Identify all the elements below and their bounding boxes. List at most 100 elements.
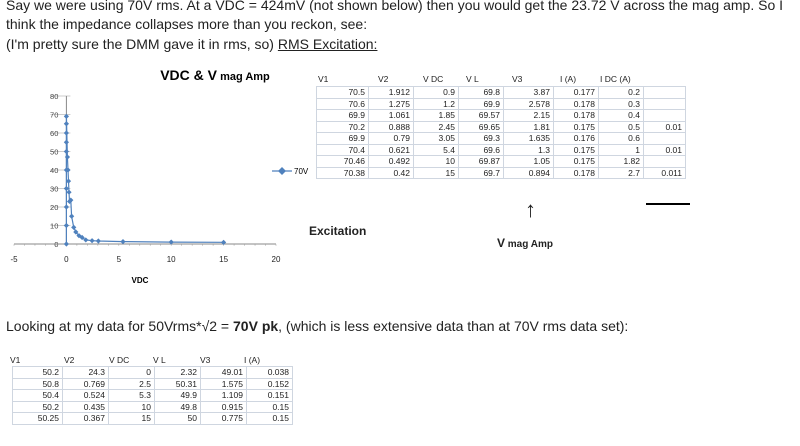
intro-line-3: (I'm pretty sure the DMM gave it in rms,… — [6, 36, 377, 53]
para2-bold: 70V pk — [233, 318, 279, 334]
table1-cell: 1.3 — [503, 143, 554, 156]
table2-cell: 0.915 — [200, 400, 247, 413]
table1-cell: 70.38 — [316, 166, 369, 179]
table1-cell — [643, 155, 686, 168]
data-point — [221, 239, 227, 245]
table1-cell: 1.82 — [598, 155, 644, 168]
y-tick-label: 60 — [50, 129, 58, 138]
pk-data-table: 50.2 24.3 0 2.32 49.01 0.038 50.8 0.769 2.5 50.31… — [12, 366, 293, 425]
y-tick-label: 50 — [50, 148, 58, 157]
x-tick-label: 10 — [167, 255, 176, 264]
table1-cell — [643, 109, 686, 122]
table1-cell: 0.175 — [553, 155, 599, 168]
table2-header-v3: V3 — [200, 355, 211, 365]
x-tick-labels: -5 0 5 10 15 20 — [10, 255, 281, 264]
table1-cell: 5.4 — [413, 143, 459, 156]
table1-cell: 1.85 — [413, 109, 459, 122]
table2-cell: 0.152 — [246, 377, 293, 390]
table1-row: 69.9 0.79 3.05 69.3 1.635 0.176 0.6 — [316, 132, 686, 145]
x-tick-label: 15 — [219, 255, 228, 264]
table1-header-v2: V2 — [378, 74, 389, 84]
table1-cell: 2.7 — [598, 166, 644, 179]
table1-cell: 70.5 — [316, 86, 369, 99]
table2-cell: 2.32 — [154, 366, 201, 379]
table1-cell: 0.3 — [598, 97, 644, 110]
para2-prefix: Looking at my data for 50Vrms*√2 = — [6, 318, 234, 334]
underline-mark — [646, 203, 690, 205]
vdc-vmag-chart: VDC & V mag Amp 0 10 20 30 40 50 60 70 80 -5 0 5 10… — [10, 67, 309, 285]
table1-cell: 1.275 — [368, 97, 414, 110]
table2-row: 50.4 0.524 5.3 49.9 1.109 0.151 — [12, 389, 293, 402]
table1-cell: 15 — [413, 166, 459, 179]
table2-cell: 49.9 — [154, 389, 201, 402]
y-tick-label: 40 — [50, 166, 58, 175]
table1-cell: 0.175 — [553, 120, 599, 133]
chart-title-main: VDC & V — [160, 67, 217, 83]
table1-cell: 1.912 — [368, 86, 414, 99]
table1-header-idc: I DC (A) — [600, 74, 631, 84]
table2-cell: 0.435 — [62, 400, 109, 413]
table2-header-vl: V L — [153, 355, 166, 365]
table2-header-i: I (A) — [244, 355, 261, 365]
x-tick-label: -5 — [10, 255, 18, 264]
series-70v — [63, 113, 227, 247]
table2-cell: 50.25 — [12, 412, 63, 425]
x-tick-label: 0 — [64, 255, 69, 264]
data-point — [168, 239, 174, 245]
table1-cell: 1.061 — [368, 109, 414, 122]
table1-cell: 0.178 — [553, 109, 599, 122]
para2: Looking at my data for 50Vrms*√2 = 70V p… — [6, 318, 628, 335]
table1-cell: 0.175 — [553, 143, 599, 156]
table2-cell: 50.2 — [12, 366, 63, 379]
table1-header-v3: V3 — [512, 74, 523, 84]
table1-cell: 69.57 — [458, 109, 504, 122]
table1-cell: 0.42 — [368, 166, 414, 179]
table2-cell: 0.151 — [246, 389, 293, 402]
table1-cell — [643, 86, 686, 99]
table2-row: 50.2 24.3 0 2.32 49.01 0.038 — [12, 366, 293, 379]
rms-excitation-link[interactable]: RMS Excitation: — [277, 36, 378, 52]
x-tick-label: 5 — [117, 255, 122, 264]
table1-cell: 70.46 — [316, 155, 369, 168]
table1-cell: 0.492 — [368, 155, 414, 168]
table1-cell: 0.176 — [553, 132, 599, 145]
data-point — [95, 238, 101, 244]
table1-row: 70.6 1.275 1.2 69.9 2.578 0.178 0.3 — [316, 97, 686, 110]
series-line — [65, 116, 224, 244]
table1-header-vdc: V DC — [423, 74, 444, 84]
data-point — [63, 241, 69, 247]
table2-cell: 5.3 — [108, 389, 155, 402]
table1-cell: 69.8 — [458, 86, 504, 99]
up-arrow-icon: ↑ — [525, 197, 536, 222]
table1-row: 69.9 1.061 1.85 69.57 2.15 0.178 0.4 — [316, 109, 686, 122]
data-point — [63, 139, 69, 145]
vmag-annotation: V mag Amp — [497, 236, 553, 250]
data-point — [63, 121, 69, 127]
table2-cell: 10 — [108, 400, 155, 413]
table2-cell: 0 — [108, 366, 155, 379]
table1-cell: 70.6 — [316, 97, 369, 110]
chart-title: VDC & V mag Amp — [160, 67, 270, 83]
table2-cell: 0.15 — [246, 400, 293, 413]
table1-cell: 69.6 — [458, 143, 504, 156]
table1-cell: 0.888 — [368, 120, 414, 133]
data-point — [89, 238, 95, 244]
table1-cell: 2.578 — [503, 97, 554, 110]
table1-cell: 69.3 — [458, 132, 504, 145]
table1-cell: 0.01 — [643, 143, 686, 156]
y-tick-label: 30 — [50, 185, 58, 194]
table1-cell: 0.6 — [598, 132, 644, 145]
table1-cell: 69.65 — [458, 120, 504, 133]
vmag-annotation-main: V — [497, 236, 506, 250]
legend-label: 70V — [294, 167, 309, 176]
table1-cell: 0.178 — [553, 97, 599, 110]
data-point — [68, 197, 74, 203]
table1-row: 70.5 1.912 0.9 69.8 3.87 0.177 0.2 — [316, 86, 686, 99]
excitation-annotation: Excitation — [309, 224, 367, 238]
y-tick-label: 80 — [50, 92, 58, 101]
table1-cell: 0.178 — [553, 166, 599, 179]
table1-cell: 69.9 — [316, 132, 369, 145]
table1-row: 70.4 0.621 5.4 69.6 1.3 0.175 1 0.01 — [316, 143, 686, 156]
table2-cell: 0.367 — [62, 412, 109, 425]
table2-cell: 50 — [154, 412, 201, 425]
